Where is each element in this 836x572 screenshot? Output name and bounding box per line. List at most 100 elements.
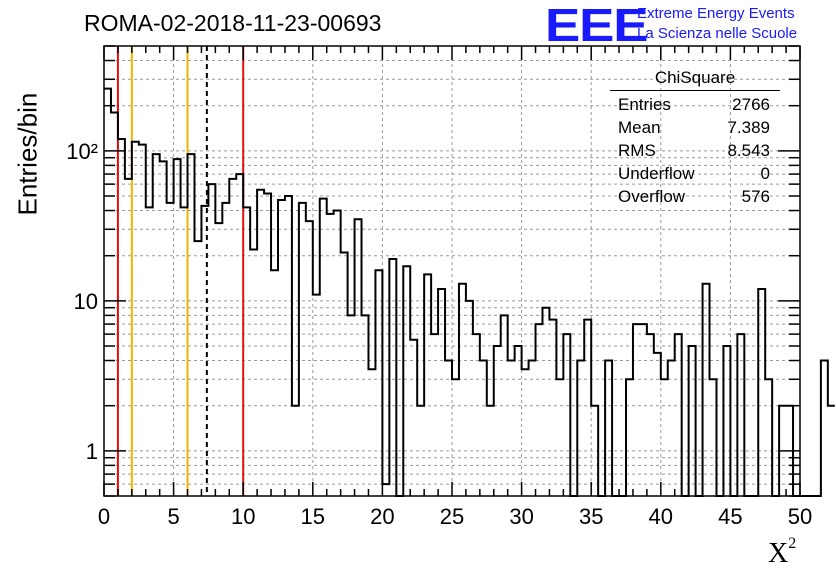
histogram-bin (675, 334, 682, 496)
histogram-bin (250, 249, 257, 496)
stats-label: RMS (618, 141, 656, 160)
stats-value: 576 (741, 187, 770, 206)
histogram-bin (222, 203, 229, 496)
histogram-bin (188, 154, 195, 496)
stats-row: Overflow 576 (610, 185, 780, 208)
eee-logo: EEE (545, 0, 649, 51)
histogram-bin (410, 340, 417, 496)
x-axis-label-base: X (768, 538, 789, 569)
x-tick-label: 5 (167, 504, 179, 529)
y-tick-label: 10² (66, 139, 98, 164)
stats-label: Entries (618, 95, 671, 114)
x-tick-label: 40 (649, 504, 673, 529)
histogram-bin (132, 142, 139, 496)
histogram-bin (431, 334, 438, 496)
histogram-bin (368, 369, 375, 496)
histogram-bin (104, 89, 111, 496)
stats-value: 7.389 (727, 118, 770, 137)
x-tick-label: 45 (718, 504, 742, 529)
histogram-bin (111, 113, 118, 496)
x-tick-label: 50 (788, 504, 812, 529)
x-axis-label: X2 (768, 534, 797, 570)
histogram-bin (327, 214, 334, 496)
histogram-bin (445, 361, 452, 496)
stats-label: Overflow (618, 187, 686, 206)
histogram-bin (160, 161, 167, 496)
histogram-bin (466, 301, 473, 496)
histogram-bin (452, 379, 459, 496)
histogram-bin (765, 379, 772, 496)
stats-value: 0 (760, 164, 770, 183)
histogram-bin (633, 324, 640, 496)
histogram-bin (382, 484, 389, 496)
histogram-bin (542, 308, 549, 496)
x-tick-label: 25 (440, 504, 464, 529)
histogram-bin (167, 203, 174, 496)
x-tick-label: 10 (231, 504, 255, 529)
y-tick-label: 1 (86, 439, 98, 464)
histogram-bin (640, 324, 647, 496)
histogram-bin (626, 379, 633, 496)
histogram-bin (737, 334, 744, 496)
stats-label: Underflow (618, 164, 695, 183)
histogram-bin (661, 379, 668, 496)
x-tick-label: 35 (579, 504, 603, 529)
histogram-bin (515, 346, 522, 496)
logo-text: Extreme Energy Events La Scienza nelle S… (637, 4, 797, 44)
histogram-bin (181, 207, 188, 496)
histogram-bin (723, 346, 730, 496)
logo-line1: Extreme Energy Events (637, 5, 795, 22)
histogram-bin (118, 139, 125, 496)
histogram-bin (215, 223, 222, 496)
histogram-bin (243, 207, 250, 496)
x-tick-label: 0 (98, 504, 110, 529)
y-tick-label: 10 (74, 289, 98, 314)
histogram-bin (508, 361, 515, 496)
stats-row: Entries 2766 (610, 93, 780, 116)
histogram-bin (278, 200, 285, 496)
histogram-bin (208, 184, 215, 496)
histogram-bin (146, 207, 153, 496)
stats-box-name: ChiSquare (610, 66, 780, 91)
histogram-bin (229, 179, 236, 496)
histogram-bin (710, 379, 717, 496)
histogram-bin (536, 324, 543, 496)
stats-row: Underflow 0 (610, 162, 780, 185)
stats-label: Mean (618, 118, 661, 137)
histogram-bin (320, 199, 327, 496)
stats-box: ChiSquare Entries 2766 Mean 7.389 RMS 8.543… (610, 66, 780, 208)
histogram-bin (577, 361, 584, 496)
histogram-bin (153, 154, 160, 496)
histogram-bin (480, 361, 487, 496)
histogram-bin (689, 346, 696, 496)
y-axis-label: Entries/bin (12, 92, 43, 216)
histogram-bin (473, 334, 480, 496)
x-tick-label: 30 (509, 504, 533, 529)
histogram-bin (341, 253, 348, 496)
histogram-bin (494, 346, 501, 496)
histogram-bin (299, 203, 306, 496)
x-axis-label-sup: 2 (788, 534, 797, 552)
chart-title: ROMA-02-2018-11-23-00693 (84, 10, 382, 36)
histogram-bin (334, 211, 341, 496)
histogram-bin (236, 174, 243, 496)
histogram-bin (522, 369, 529, 496)
histogram-bin (668, 361, 675, 496)
histogram-bin (563, 334, 570, 496)
histogram-bin (174, 159, 181, 496)
histogram-bin (389, 259, 396, 496)
histogram-bin (556, 379, 563, 496)
histogram-bin (271, 270, 278, 496)
stats-row: Mean 7.389 (610, 116, 780, 139)
x-tick-label: 20 (370, 504, 394, 529)
histogram-bin (529, 361, 536, 496)
histogram-bin (375, 270, 382, 496)
histogram-bin (139, 145, 146, 496)
histogram-bin (821, 361, 828, 496)
histogram-bin (647, 334, 654, 496)
logo-line2: La Scienza nelle Scuole (637, 25, 798, 42)
histogram-bin (257, 190, 264, 496)
histogram-bin (828, 406, 835, 496)
stats-row: RMS 8.543 (610, 139, 780, 162)
